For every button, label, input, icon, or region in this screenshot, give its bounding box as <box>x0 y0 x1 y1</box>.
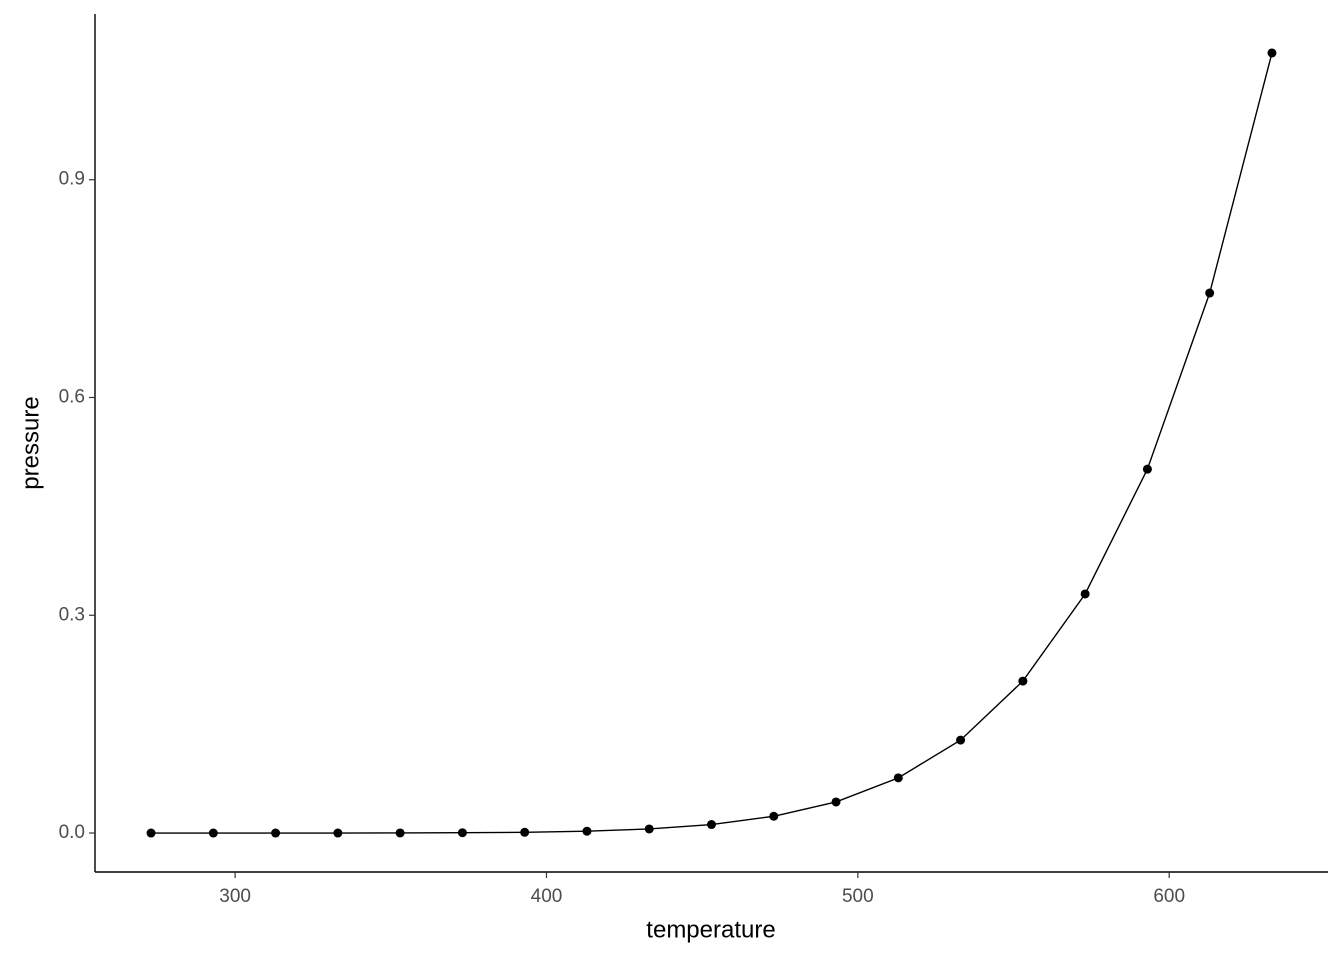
point <box>1205 288 1215 298</box>
x-tick-label: 500 <box>842 886 874 907</box>
point <box>1267 48 1277 58</box>
point <box>769 811 779 821</box>
x-tick-label: 600 <box>1153 886 1185 907</box>
line <box>151 52 1273 834</box>
x-tick-label: 400 <box>531 886 563 907</box>
point <box>1142 464 1152 474</box>
point <box>644 824 654 834</box>
point <box>520 827 530 837</box>
x-axis-title: temperature <box>646 916 775 943</box>
y-tick-label: 0.3 <box>59 604 85 625</box>
y-axis-title: pressure <box>17 396 44 489</box>
y-tick-label: 0.9 <box>59 169 85 190</box>
point <box>1080 589 1090 599</box>
point <box>582 826 592 836</box>
point <box>457 828 467 838</box>
y-tick-label: 0.6 <box>59 387 85 408</box>
x-tick-label: 300 <box>219 886 251 907</box>
point <box>146 828 156 838</box>
point <box>333 828 343 838</box>
point <box>1018 676 1028 686</box>
point <box>208 828 218 838</box>
point <box>893 773 903 783</box>
point <box>831 797 841 807</box>
point <box>271 828 281 838</box>
point <box>956 735 966 745</box>
point <box>395 828 405 838</box>
y-tick-label: 0.0 <box>59 822 85 843</box>
point <box>707 820 716 830</box>
